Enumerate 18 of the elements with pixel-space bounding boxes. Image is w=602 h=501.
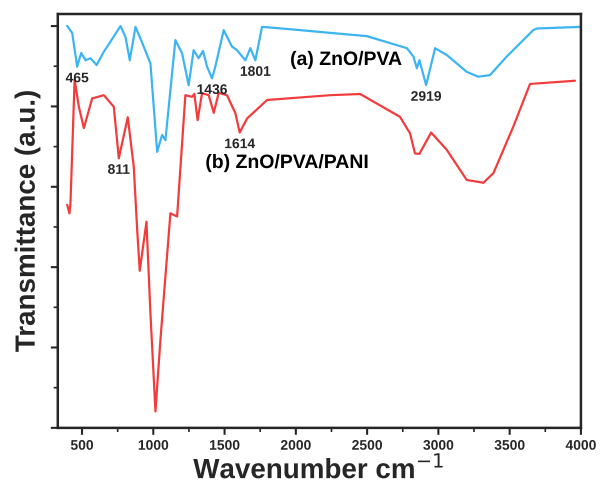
x-tick-label: 3500 [494,440,525,450]
x-tick-label: 1000 [138,440,168,450]
x-axis-title: Wavenumber cm$^{−1}$ [193,453,443,478]
y-axis-title: Transmittance (a.u.) [14,91,40,352]
annotation: 1614 [225,138,256,148]
x-tick-label: 4000 [566,440,596,450]
x-tick-label: 2500 [352,440,382,450]
series-label: (a) ZnO/PVA [291,50,402,70]
x-tick-label: 2000 [280,440,311,450]
annotation: 2919 [411,91,442,101]
x-tick-label: 1500 [210,440,240,450]
annotation: 465 [66,72,88,82]
x-tick-label: 500 [70,440,94,450]
annotation: 1801 [240,66,270,76]
annotation: 811 [108,164,130,174]
x-tick-label: 3000 [423,440,454,450]
series-label: (b) ZnO/PVA/PANI [206,154,368,172]
annotation: 1436 [197,84,227,94]
